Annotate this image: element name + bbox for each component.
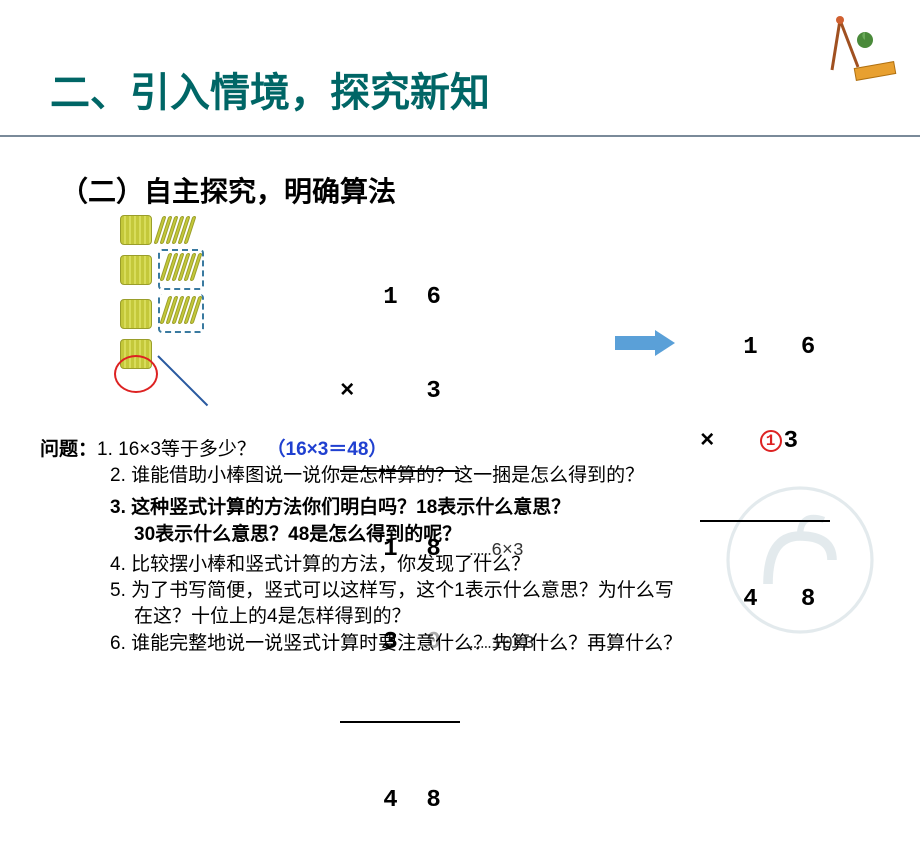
- question-2: 2. 谁能借助小棒图说一说你是怎样算的？这一捆是怎么得到的？: [110, 463, 682, 489]
- subsection-title: （二）自主探究，明确算法: [60, 170, 396, 210]
- problem-questions: 问题： 1. 16×3等于多少？ （16×3＝48） 2. 谁能借助小棒图说一说…: [40, 437, 682, 657]
- loose-sticks: [153, 216, 196, 244]
- question-6: 6. 谁能完整地说一说竖式计算时要注意什么？先算什么？再算什么？: [110, 631, 682, 657]
- question-1-answer: （16×3＝48）: [267, 439, 388, 460]
- stick-bundle: [120, 299, 152, 329]
- question-1: 1. 16×3等于多少？: [97, 439, 256, 460]
- stick-bundle: [120, 255, 152, 285]
- vertical-multiplication-compact: 1 6 × 13 4 8: [700, 270, 830, 646]
- divider-line: [0, 135, 920, 137]
- question-3a: 3. 这种竖式计算的方法你们明白吗？18表示什么意思？: [110, 495, 682, 521]
- carry-circle: 1: [760, 430, 782, 452]
- question-3b: 30表示什么意思？48是怎么得到的呢？: [110, 522, 682, 548]
- compass-ruler-icon: [820, 15, 900, 85]
- dashed-group-box: [158, 294, 204, 333]
- arrow-right-icon: [615, 330, 675, 356]
- section-title: 二、引入情境，探究新知: [50, 60, 490, 118]
- problem-label: 问题：: [40, 437, 97, 463]
- question-4: 4. 比较摆小棒和竖式计算的方法，你发现了什么？: [110, 552, 682, 578]
- red-circle-highlight: [114, 355, 158, 393]
- dashed-group-box: [158, 249, 204, 290]
- question-5b: 在这？十位上的4是怎样得到的？: [110, 604, 682, 630]
- stick-bundle: [120, 215, 152, 245]
- question-5a: 5. 为了书写简便，竖式可以这样写，这个1表示什么意思？为什么写: [110, 578, 682, 604]
- counting-sticks-diagram: [120, 215, 320, 415]
